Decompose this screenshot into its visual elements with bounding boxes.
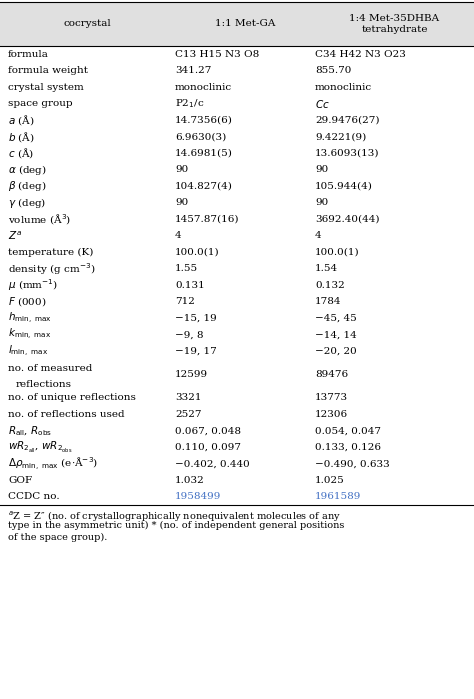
Text: 89476: 89476 — [315, 370, 348, 379]
Text: $\alpha$ (deg): $\alpha$ (deg) — [8, 163, 47, 177]
Text: 1961589: 1961589 — [315, 492, 361, 501]
Text: temperature (K): temperature (K) — [8, 247, 93, 257]
Text: formula weight: formula weight — [8, 66, 88, 75]
Text: 0.054, 0.047: 0.054, 0.047 — [315, 426, 381, 435]
Text: 2527: 2527 — [175, 410, 201, 419]
Text: $\mu$ (mm$^{-1}$): $\mu$ (mm$^{-1}$) — [8, 278, 58, 293]
Text: no. of measured: no. of measured — [8, 364, 92, 373]
Text: of the space group).: of the space group). — [8, 533, 108, 542]
Text: cocrystal: cocrystal — [64, 20, 111, 29]
Text: type in the asymmetric unit) * (no. of independent general positions: type in the asymmetric unit) * (no. of i… — [8, 521, 345, 531]
Text: 1.032: 1.032 — [175, 476, 205, 484]
Text: $\Delta\rho_{\rm min,\ max}$ (e·Å$^{-3}$): $\Delta\rho_{\rm min,\ max}$ (e·Å$^{-3}$… — [8, 455, 98, 473]
Text: 0.110, 0.097: 0.110, 0.097 — [175, 442, 241, 452]
Bar — [0, 2, 474, 46]
Text: 3692.40(44): 3692.40(44) — [315, 215, 380, 224]
Text: 13773: 13773 — [315, 394, 348, 402]
Text: C13 H15 N3 O8: C13 H15 N3 O8 — [175, 50, 259, 59]
Text: P2$_1$/c: P2$_1$/c — [175, 97, 204, 110]
Text: 9.4221(9): 9.4221(9) — [315, 132, 366, 141]
Text: 1:4 Met-35DHBA
tetrahydrate: 1:4 Met-35DHBA tetrahydrate — [349, 14, 439, 34]
Text: $Z^a$: $Z^a$ — [8, 229, 22, 242]
Text: reflections: reflections — [16, 380, 72, 389]
Text: 1.025: 1.025 — [315, 476, 345, 484]
Text: 3321: 3321 — [175, 394, 201, 402]
Text: 12306: 12306 — [315, 410, 348, 419]
Text: $F$ (000): $F$ (000) — [8, 295, 46, 308]
Text: $\gamma$ (deg): $\gamma$ (deg) — [8, 196, 46, 210]
Text: 14.7356(6): 14.7356(6) — [175, 116, 233, 124]
Text: 105.944(4): 105.944(4) — [315, 182, 373, 191]
Text: 1784: 1784 — [315, 297, 341, 306]
Text: 4: 4 — [175, 231, 182, 240]
Text: −19, 17: −19, 17 — [175, 347, 217, 356]
Text: monoclinic: monoclinic — [175, 82, 232, 92]
Text: 0.067, 0.048: 0.067, 0.048 — [175, 426, 241, 435]
Text: 90: 90 — [175, 199, 188, 207]
Text: space group: space group — [8, 99, 73, 108]
Text: 13.6093(13): 13.6093(13) — [315, 149, 380, 158]
Text: crystal system: crystal system — [8, 82, 84, 92]
Text: CCDC no.: CCDC no. — [8, 492, 60, 501]
Text: $c$ (Å): $c$ (Å) — [8, 146, 34, 160]
Text: 1958499: 1958499 — [175, 492, 221, 501]
Text: 4: 4 — [315, 231, 322, 240]
Text: 14.6981(5): 14.6981(5) — [175, 149, 233, 158]
Text: 341.27: 341.27 — [175, 66, 211, 75]
Text: no. of unique reflections: no. of unique reflections — [8, 394, 136, 402]
Text: −14, 14: −14, 14 — [315, 330, 357, 339]
Text: 100.0(1): 100.0(1) — [175, 247, 219, 257]
Text: $b$ (Å): $b$ (Å) — [8, 130, 35, 144]
Text: −0.490, 0.633: −0.490, 0.633 — [315, 459, 390, 468]
Text: 104.827(4): 104.827(4) — [175, 182, 233, 191]
Text: −15, 19: −15, 19 — [175, 314, 217, 323]
Text: monoclinic: monoclinic — [315, 82, 372, 92]
Text: 100.0(1): 100.0(1) — [315, 247, 360, 257]
Text: 712: 712 — [175, 297, 195, 306]
Text: volume (Å$^3$): volume (Å$^3$) — [8, 212, 71, 226]
Text: $a$ (Å): $a$ (Å) — [8, 113, 35, 127]
Text: 855.70: 855.70 — [315, 66, 351, 75]
Text: density (g cm$^{-3}$): density (g cm$^{-3}$) — [8, 261, 96, 277]
Text: 1.54: 1.54 — [315, 264, 338, 273]
Text: 6.9630(3): 6.9630(3) — [175, 132, 226, 141]
Text: 0.132: 0.132 — [315, 281, 345, 290]
Text: 90: 90 — [315, 165, 328, 174]
Text: 1:1 Met-GA: 1:1 Met-GA — [215, 20, 275, 29]
Text: 1.55: 1.55 — [175, 264, 198, 273]
Text: $wR_{2_{\rm all}}$, $wR_{2_{\rm obs}}$: $wR_{2_{\rm all}}$, $wR_{2_{\rm obs}}$ — [8, 440, 73, 455]
Text: −9, 8: −9, 8 — [175, 330, 203, 339]
Text: 90: 90 — [315, 199, 328, 207]
Text: 29.9476(27): 29.9476(27) — [315, 116, 380, 124]
Text: C34 H42 N3 O23: C34 H42 N3 O23 — [315, 50, 406, 59]
Text: GOF: GOF — [8, 476, 32, 484]
Text: $h_{\rm min,\ max}$: $h_{\rm min,\ max}$ — [8, 310, 52, 326]
Text: 0.133, 0.126: 0.133, 0.126 — [315, 442, 381, 452]
Text: −45, 45: −45, 45 — [315, 314, 357, 323]
Text: $k_{\rm min,\ max}$: $k_{\rm min,\ max}$ — [8, 327, 51, 343]
Text: $l_{\rm min,\ max}$: $l_{\rm min,\ max}$ — [8, 344, 48, 359]
Text: formula: formula — [8, 50, 49, 59]
Text: no. of reflections used: no. of reflections used — [8, 410, 125, 419]
Text: $^a$Z = Z″ (no. of crystallographically nonequivalent molecules of any: $^a$Z = Z″ (no. of crystallographically … — [8, 510, 341, 524]
Text: 0.131: 0.131 — [175, 281, 205, 290]
Text: $Cc$: $Cc$ — [315, 98, 330, 110]
Text: −0.402, 0.440: −0.402, 0.440 — [175, 459, 250, 468]
Text: −20, 20: −20, 20 — [315, 347, 357, 356]
Text: $R_{\rm all}$, $R_{\rm obs}$: $R_{\rm all}$, $R_{\rm obs}$ — [8, 424, 52, 438]
Text: $\beta$ (deg): $\beta$ (deg) — [8, 179, 47, 193]
Text: 1457.87(16): 1457.87(16) — [175, 215, 239, 224]
Text: 12599: 12599 — [175, 370, 208, 379]
Text: 90: 90 — [175, 165, 188, 174]
